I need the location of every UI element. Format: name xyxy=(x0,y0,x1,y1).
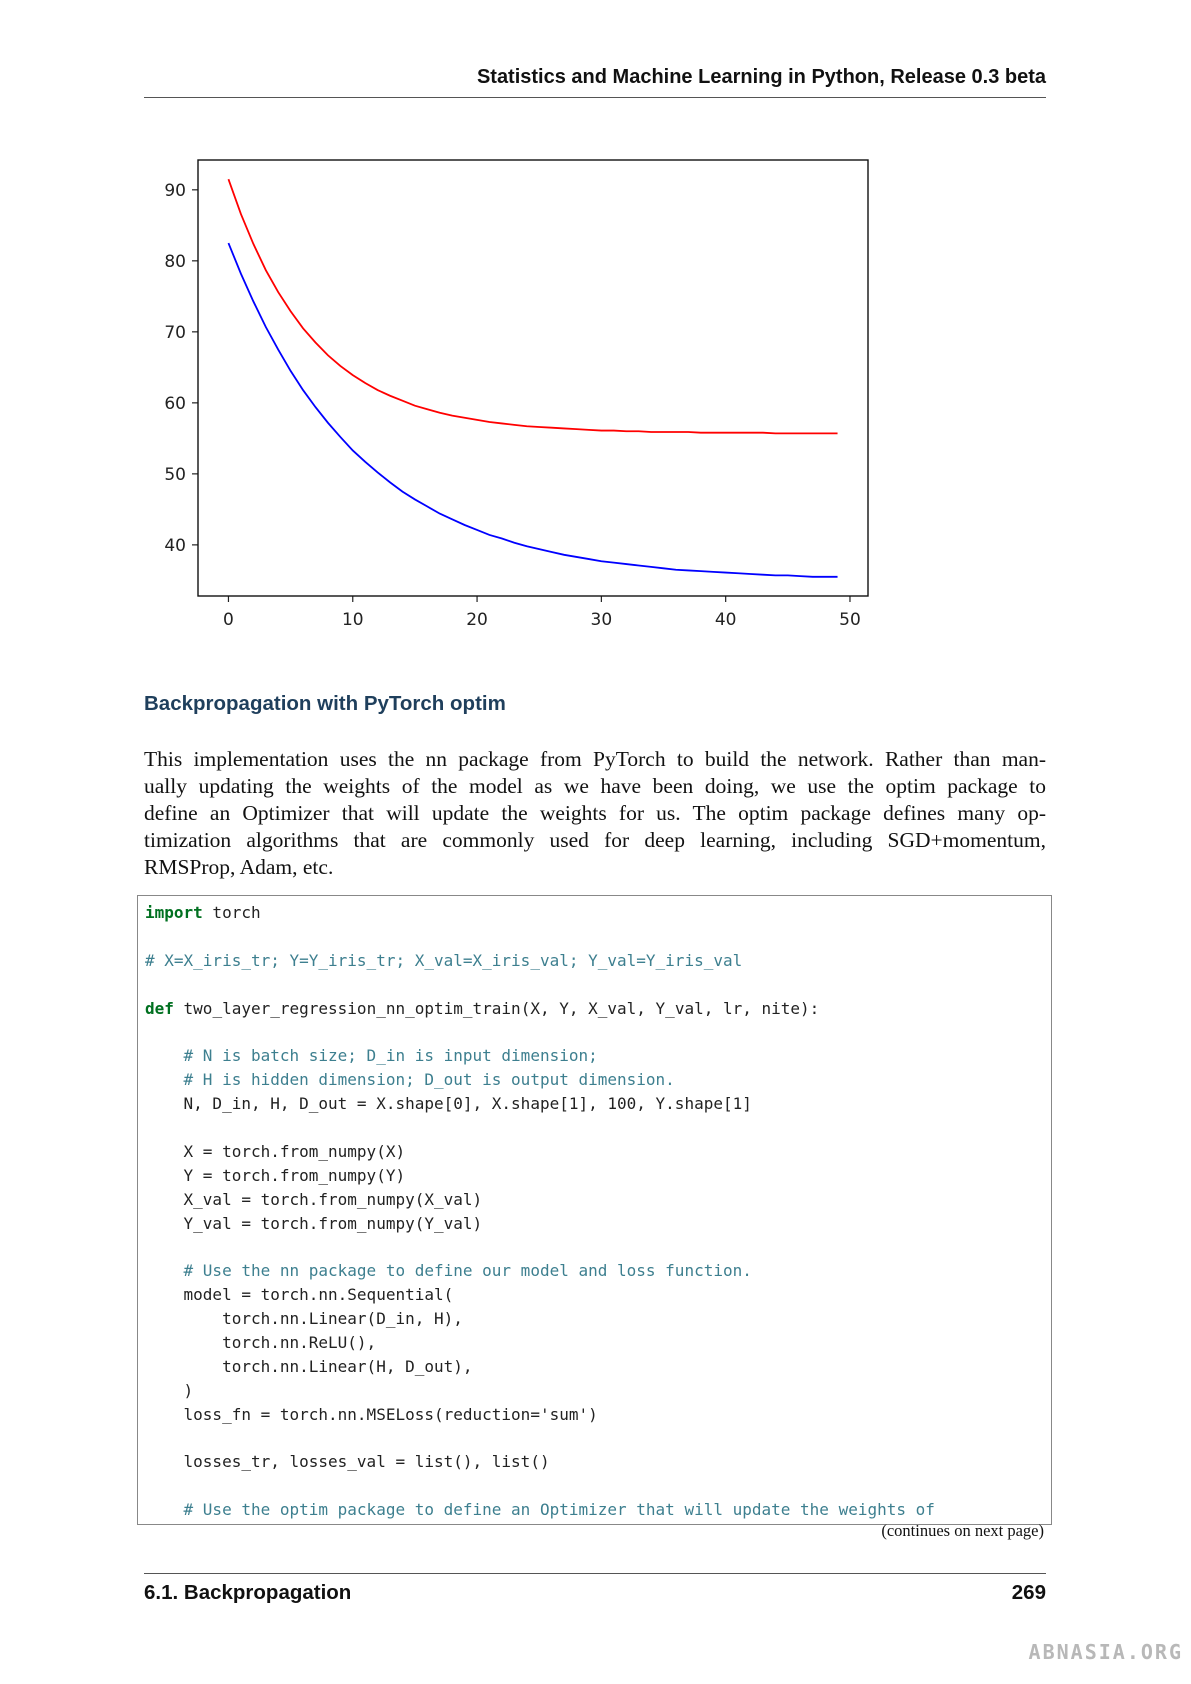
code-block: import torch # X=X_iris_tr; Y=Y_iris_tr; … xyxy=(137,895,1052,1525)
chart: 40 50 60 70 80 90 0 10 20 30 40 50 xyxy=(164,159,869,630)
y-tick-label: 40 xyxy=(164,536,186,556)
code-line: model = torch.nn.Sequential( xyxy=(145,1285,454,1305)
code: import torch # X=X_iris_tr; Y=Y_iris_tr; … xyxy=(145,901,935,1524)
code-paragraph: # Use the optim package to define an Opt… xyxy=(145,1498,935,1522)
y-tick-label: 80 xyxy=(164,252,186,272)
paragraph-line: ually updating the weights of the model … xyxy=(144,774,1046,798)
y-tick-label: 70 xyxy=(164,323,186,343)
paragraph-line: define an Optimizer that will update the… xyxy=(144,801,1046,825)
footer-rule xyxy=(144,1573,1046,1574)
x-tick-label: 30 xyxy=(591,610,613,630)
code-line: torch.nn.Linear(D_in, H), xyxy=(145,1309,463,1329)
y-tick-label: 50 xyxy=(164,465,186,485)
x-tick-label: 40 xyxy=(715,610,737,630)
code-line: # Use the optim package to define an Opt… xyxy=(145,1500,935,1520)
code-paragraph: def two_layer_regression_nn_optim_train(… xyxy=(145,997,935,1021)
code-paragraph: # Use the nn package to define our model… xyxy=(145,1259,935,1426)
y-tick-label: 60 xyxy=(164,394,186,414)
watermark: ABNASIA.ORG xyxy=(1028,1640,1183,1664)
paragraph-line: timization algorithms that are commonly … xyxy=(144,828,1046,852)
paragraph-line: RMSProp, Adam, etc. xyxy=(144,855,334,879)
code-line: def two_layer_regression_nn_optim_train(… xyxy=(145,998,820,1018)
header-rule xyxy=(144,97,1046,98)
x-tick-label: 10 xyxy=(342,610,364,630)
y-tick-label: 90 xyxy=(164,181,186,201)
code-paragraph: losses_tr, losses_val = list(), list() xyxy=(145,1450,935,1474)
section-heading: Backpropagation with PyTorch optim xyxy=(144,692,506,715)
running-header: Statistics and Machine Learning in Pytho… xyxy=(476,66,1046,88)
code-line: loss_fn = torch.nn.MSELoss(reduction='su… xyxy=(145,1404,598,1424)
footer-section: 6.1. Backpropagation xyxy=(144,1581,352,1604)
code-line: N, D_in, H, D_out = X.shape[0], X.shape[… xyxy=(145,1094,752,1114)
code-line: # X=X_iris_tr; Y=Y_iris_tr; X_val=X_iris… xyxy=(145,950,743,970)
page-number: 269 xyxy=(1011,1581,1046,1604)
code-line: torch.nn.ReLU(), xyxy=(145,1333,377,1353)
code-line: Y_val = torch.from_numpy(Y_val) xyxy=(145,1213,483,1233)
line-series xyxy=(227,242,838,578)
code-line: X_val = torch.from_numpy(X_val) xyxy=(145,1189,483,1209)
code-line: # Use the nn package to define our model… xyxy=(145,1261,752,1281)
code-paragraph: import torch xyxy=(145,901,935,925)
paragraph-line: This implementation uses the nn package … xyxy=(144,747,1046,771)
code-paragraph: # N is batch size; D_in is input dimensi… xyxy=(145,1044,935,1116)
code-line: # N is batch size; D_in is input dimensi… xyxy=(145,1046,598,1066)
line-series xyxy=(227,178,838,435)
code-line: X = torch.from_numpy(X) xyxy=(145,1141,406,1161)
paragraph: This implementation uses the nn package … xyxy=(144,746,1046,881)
plot-frame xyxy=(197,159,869,597)
code-line: ) xyxy=(145,1380,194,1400)
x-tick-label: 50 xyxy=(839,610,861,630)
continuation-note: (continues on next page) xyxy=(881,1521,1044,1540)
code-paragraph: # X=X_iris_tr; Y=Y_iris_tr; X_val=X_iris… xyxy=(145,949,935,973)
code-line: # H is hidden dimension; D_out is output… xyxy=(145,1070,675,1090)
code-paragraph: X = torch.from_numpy(X) Y = torch.from_n… xyxy=(145,1140,935,1236)
code-line: torch.nn.Linear(H, D_out), xyxy=(145,1356,473,1376)
code-line: losses_tr, losses_val = list(), list() xyxy=(145,1452,550,1472)
x-tick-label: 0 xyxy=(223,610,234,630)
code-line: import torch xyxy=(145,903,261,922)
x-tick-label: 20 xyxy=(466,610,488,630)
code-line: Y = torch.from_numpy(Y) xyxy=(145,1165,406,1185)
